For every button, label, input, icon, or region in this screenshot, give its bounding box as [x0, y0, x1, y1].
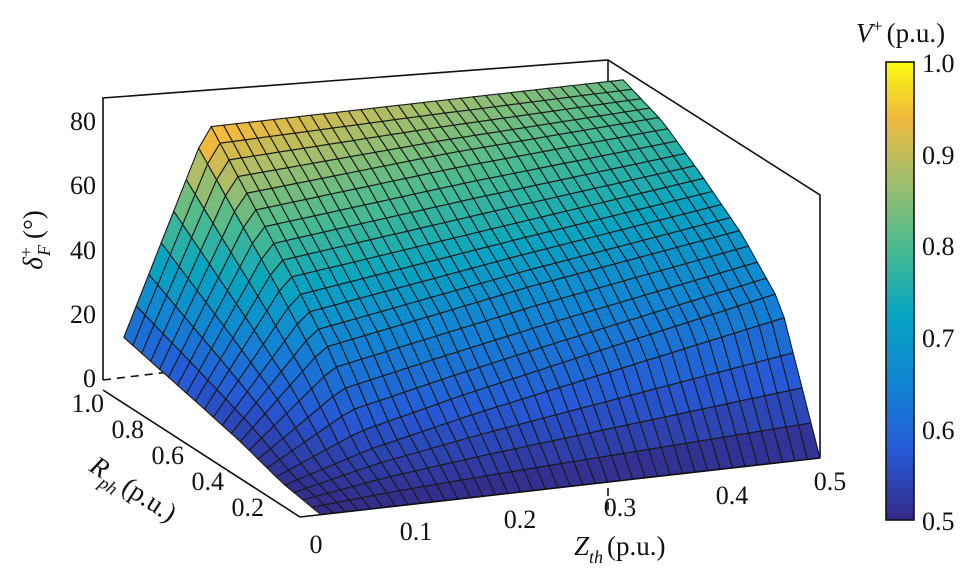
colorbar-tick-label: 0.9	[922, 141, 955, 170]
colorbar-tick-label: 0.6	[922, 416, 955, 445]
colorbar: V+ (p.u.) 0.5 0.6 0.7 0.8 0.9 1.0	[856, 16, 955, 536]
delta-tick-label: 60	[70, 171, 96, 200]
colorbar-title: V+ (p.u.)	[856, 16, 945, 48]
z-axis-line	[299, 457, 821, 518]
colorbar-tick-label: 0.8	[922, 232, 955, 261]
delta-tick-label: 40	[70, 236, 96, 265]
z-tick-label: 0	[310, 530, 323, 559]
r-tick-label: 0.2	[232, 493, 265, 522]
r-axis-line	[102, 389, 301, 518]
z-tick-label: 0.1	[400, 517, 433, 546]
z-tick-label: 0.4	[716, 481, 749, 510]
delta-axis-label: δ+F(°)	[16, 210, 54, 270]
r-tick-label: 0.4	[192, 467, 225, 496]
colorbar-tick-label: 0.7	[922, 324, 955, 353]
z-axis-label: Zth (p.u.)	[574, 531, 666, 567]
z-tick-label: 0.2	[504, 505, 537, 534]
delta-axis-ticks: 0 20 40 60 80	[70, 107, 96, 393]
z-tick-label: 0.3	[604, 493, 637, 522]
r-axis-ticks: 1.0 0.8 0.6 0.4 0.2	[72, 389, 265, 522]
delta-tick-label: 0	[83, 364, 96, 393]
colorbar-gradient	[885, 61, 915, 521]
z-axis-ticks: 0 0.1 0.2 0.3 0.4 0.5	[310, 467, 847, 559]
surface	[123, 79, 821, 516]
colorbar-ticks: 0.5 0.6 0.7 0.8 0.9 1.0	[922, 49, 955, 536]
colorbar-tick-label: 0.5	[922, 507, 955, 536]
r-tick-label: 0.8	[112, 415, 145, 444]
colorbar-tick-label: 1.0	[922, 49, 955, 78]
r-tick-label: 0.6	[152, 441, 185, 470]
z-tick-label: 0.5	[814, 467, 847, 496]
delta-tick-label: 20	[70, 300, 96, 329]
delta-tick-label: 80	[70, 107, 96, 136]
r-tick-label: 1.0	[72, 389, 105, 418]
